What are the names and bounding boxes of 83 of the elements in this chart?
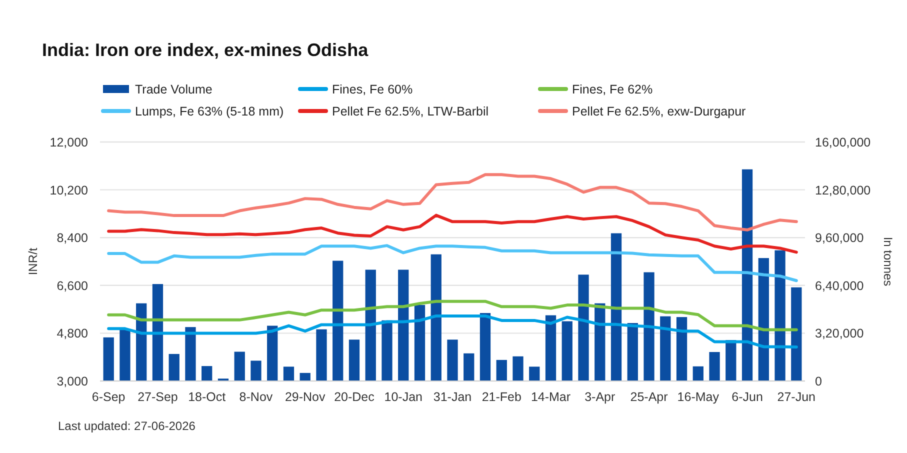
bar [430, 254, 442, 381]
bar [496, 360, 507, 381]
x-tick-label: 10-Jan [384, 390, 423, 404]
bar [267, 326, 278, 381]
legend-label: Pellet Fe 62.5%, exw-Durgapur [572, 104, 746, 118]
bar [562, 321, 572, 381]
x-tick-label: 18-Oct [188, 390, 226, 404]
y-tick-label: 10,200 [50, 183, 88, 198]
bar [382, 320, 392, 381]
line-series [107, 300, 798, 332]
bar [365, 270, 376, 381]
x-tick-label: 14-Mar [530, 390, 571, 404]
bar [464, 353, 474, 381]
bar [283, 366, 294, 381]
line-series [107, 214, 798, 254]
bar [774, 250, 786, 381]
x-tick-label: 29-Nov [284, 390, 326, 404]
x-tick-label: 8-Nov [239, 390, 274, 404]
y2-tick-label: 3,20,000 [815, 326, 864, 341]
legend-label: Trade Volume [135, 82, 212, 96]
y2-tick-label: 9,60,000 [815, 231, 864, 246]
legend-label: Lumps, Fe 63% (5-18 mm) [135, 104, 284, 118]
bar [185, 327, 196, 381]
bar [791, 287, 802, 381]
bar [594, 303, 606, 381]
bar [709, 352, 720, 381]
bar [529, 366, 540, 381]
legend-label: Pellet Fe 62.5%, LTW-Barbil [332, 104, 489, 118]
line-series [107, 244, 798, 282]
bar [660, 316, 671, 381]
y2-tick-label: 12,80,000 [815, 183, 871, 198]
bar [168, 354, 180, 381]
bar [120, 329, 130, 381]
line-series [107, 314, 798, 349]
bar [545, 315, 556, 381]
legend-label: Fines, Fe 62% [572, 82, 653, 96]
y-tick-label: 3,000 [56, 374, 88, 388]
x-tick-label: 6-Sep [92, 390, 126, 404]
bar [316, 329, 327, 381]
x-tick-label: 31-Jan [433, 390, 472, 404]
y2-tick-label: 0 [815, 374, 822, 388]
bar [348, 340, 360, 381]
y2-axis-title: In tonnes [881, 236, 895, 286]
bar [202, 366, 212, 381]
bar [726, 340, 736, 381]
text: Last updated: 27-06-2026 [58, 419, 196, 433]
line-series [107, 173, 798, 232]
bar [250, 360, 262, 381]
bar [136, 303, 147, 381]
y2-tick-label: 16,00,000 [815, 136, 871, 150]
chart-title: India: Iron ore index, ex-mines Odisha [42, 40, 370, 60]
bar [447, 340, 458, 381]
y-tick-label: 8,400 [56, 231, 88, 246]
bar [676, 317, 688, 381]
legend-label: Fines, Fe 60% [332, 82, 413, 96]
bar [758, 258, 769, 381]
x-tick-label: 27-Sep [138, 390, 178, 404]
bar [398, 270, 409, 381]
bar [512, 356, 524, 381]
bar [627, 323, 638, 381]
bar [644, 272, 654, 381]
y-tick-label: 12,000 [50, 136, 88, 150]
x-tick-label: 20-Dec [334, 390, 374, 404]
bar [152, 284, 164, 381]
y-axis-title: INR/t [26, 247, 40, 276]
bar [332, 260, 344, 381]
bar [300, 372, 310, 381]
bar [480, 313, 491, 381]
y-tick-label: 4,800 [56, 326, 88, 341]
y-tick-label: 6,600 [56, 278, 88, 293]
x-tick-label: 6-Jun [732, 390, 763, 404]
bar [692, 366, 704, 381]
x-tick-label: 25-Apr [630, 390, 668, 404]
bar [414, 304, 426, 381]
bar [610, 233, 622, 381]
x-tick-label: 27-Jun [777, 390, 816, 404]
bar [578, 274, 589, 381]
bar [234, 352, 245, 381]
y2-tick-label: 6,40,000 [815, 278, 864, 293]
x-tick-label: 16-May [677, 390, 720, 404]
x-tick-label: 3-Apr [584, 390, 616, 404]
x-tick-label: 21-Feb [482, 390, 522, 404]
bar [103, 337, 114, 381]
